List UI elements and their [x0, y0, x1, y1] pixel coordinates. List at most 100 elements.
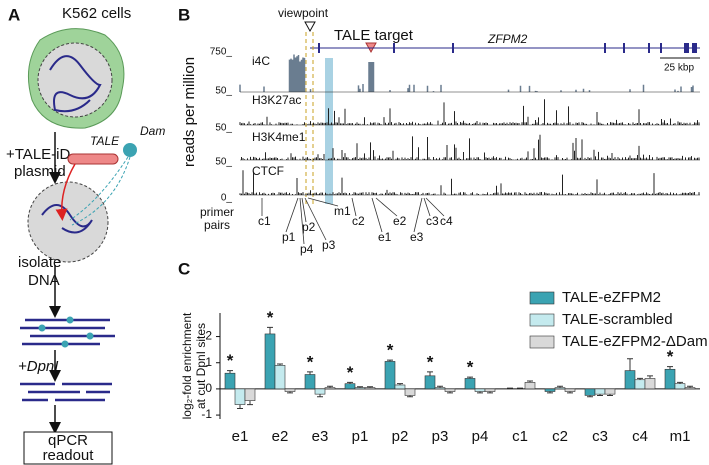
legend-swatch: [529, 313, 555, 327]
primer-name: p3: [322, 238, 336, 252]
bar: [224, 372, 236, 390]
bar: [434, 387, 446, 390]
primer-name: c4: [440, 214, 453, 228]
bar: [244, 388, 256, 401]
error-bar: [307, 371, 313, 375]
error-bar: [237, 404, 243, 410]
significance: *: [267, 308, 274, 327]
exons: [318, 43, 697, 53]
error-bar: [367, 386, 373, 388]
bar: [564, 388, 576, 392]
error-bar: [437, 385, 443, 388]
viewpoint-label: viewpoint: [278, 6, 329, 20]
bar: [354, 387, 366, 390]
track-min: 0_: [221, 193, 233, 204]
y-axis-label: at cut DpnI sites: [194, 323, 208, 409]
bar: [464, 378, 476, 390]
arrow: [55, 163, 76, 221]
error-bar: [607, 394, 613, 396]
signal: [239, 99, 700, 125]
panel-b: B viewpoint TALE target ZFPM2 25 kbp rea…: [178, 5, 700, 256]
step-label: DNA: [28, 272, 60, 289]
scale-label: 25 kbp: [664, 63, 694, 74]
error-bar: [507, 387, 513, 389]
bar: [524, 382, 536, 390]
step-label: plasmid: [14, 163, 66, 180]
track-max: 750_: [210, 47, 233, 58]
panel-a: A K562 cells +TALE-iD plasmid TALE Dam i…: [6, 5, 165, 465]
error-bar: [447, 391, 453, 394]
error-bar: [407, 395, 413, 398]
bar: [404, 388, 416, 396]
bar: [344, 383, 356, 390]
panel-letter: C: [178, 259, 190, 278]
cells-label: K562 cells: [62, 5, 131, 22]
x-tick-label: c1: [512, 428, 528, 445]
primer-leader: [423, 197, 431, 217]
error-bar: [637, 377, 643, 380]
x-tick-label: e1: [232, 428, 249, 445]
bar: [684, 387, 696, 390]
legend-label: TALE-eZFPM2: [562, 289, 661, 306]
track-max: 50_: [215, 86, 232, 97]
error-bar: [627, 358, 633, 371]
gene-label: ZFPM2: [487, 32, 528, 46]
track-max: 50_: [215, 157, 232, 168]
track-name: CTCF: [252, 164, 284, 178]
primer-leader: [301, 197, 307, 223]
legend-label: TALE-scrambled: [562, 311, 673, 328]
readout-label: readout: [43, 447, 95, 464]
panel-letter: B: [178, 5, 190, 24]
bar: [234, 388, 246, 405]
error-bar: [397, 383, 403, 385]
legend-swatch: [529, 291, 555, 305]
primer-leader: [304, 197, 327, 241]
error-bar: [427, 371, 433, 376]
error-bar: [557, 385, 563, 388]
primer-leader: [299, 197, 305, 245]
significance: *: [427, 352, 434, 371]
tale-label: TALE: [90, 134, 120, 148]
error-bar: [667, 366, 673, 370]
tale-protein: [67, 153, 119, 165]
bar: [554, 387, 566, 390]
methyl-marks: [38, 316, 94, 348]
bar: [304, 374, 316, 390]
y-tick-label: -1: [201, 407, 212, 421]
dna-fragments: [20, 382, 112, 402]
step-label: isolate: [18, 254, 61, 271]
step-label: +DpnI: [18, 358, 58, 375]
bar: [594, 388, 606, 395]
nucleus: [37, 42, 113, 118]
error-bar: [227, 370, 233, 374]
bar: [324, 387, 336, 390]
chromatin: [49, 55, 102, 113]
x-tick-label: e2: [272, 428, 289, 445]
error-bar: [597, 394, 603, 396]
x-tick-label: e3: [312, 428, 329, 445]
error-bar: [517, 387, 523, 389]
bar: [394, 384, 406, 390]
bar: [584, 388, 596, 396]
primer-label: primer: [200, 205, 234, 219]
primer-name: p4: [300, 242, 314, 256]
bar: [424, 375, 436, 390]
significance: *: [667, 347, 674, 366]
bar: [484, 388, 496, 392]
readout-label: qPCR: [48, 432, 88, 449]
y-axis-label: log₂-fold enrichment: [180, 312, 194, 419]
primer-name: p1: [282, 230, 296, 244]
legend-swatch: [529, 335, 555, 349]
primer-name: p2: [302, 220, 316, 234]
error-bar: [567, 391, 573, 394]
panel-letter: A: [8, 5, 20, 24]
error-bar: [387, 359, 393, 362]
significance: *: [347, 363, 354, 382]
error-bar: [587, 395, 593, 398]
error-bar: [687, 385, 693, 388]
primer-label: pairs: [204, 218, 230, 232]
target-label: TALE target: [334, 27, 414, 44]
y-tick-label: 1: [205, 355, 212, 369]
track-name: H3K27ac: [252, 93, 301, 107]
primer-leader: [413, 197, 423, 233]
